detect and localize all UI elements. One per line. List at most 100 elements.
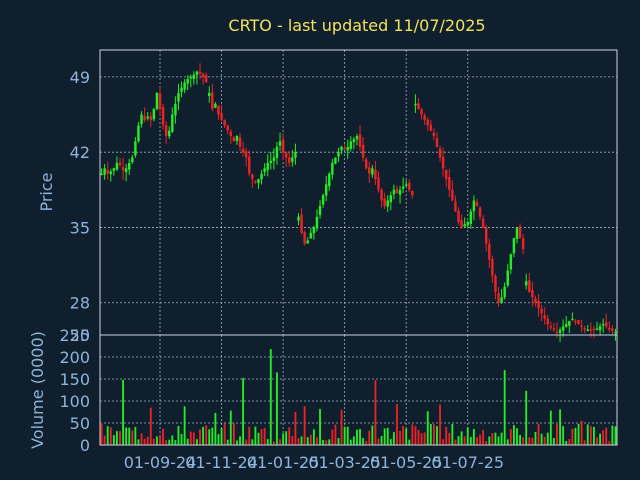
candle-body xyxy=(183,82,186,90)
candle-body xyxy=(309,232,313,239)
candle-body xyxy=(152,109,156,120)
volume-bar xyxy=(543,436,546,445)
candle-body xyxy=(374,169,377,180)
volume-bar xyxy=(457,436,460,445)
candle-body xyxy=(568,321,571,326)
candle-body xyxy=(571,318,574,321)
volume-bar xyxy=(229,410,232,445)
volume-bar xyxy=(565,440,568,445)
candle-body xyxy=(580,325,583,327)
x-tick-label: 01-05-25 xyxy=(370,453,443,472)
volume-bar xyxy=(460,431,463,445)
volume-bar xyxy=(500,432,503,445)
candle-body xyxy=(109,171,113,175)
candle-body xyxy=(318,205,322,215)
candle-body xyxy=(328,173,331,187)
candle-body xyxy=(601,324,605,326)
volume-bar xyxy=(291,436,294,445)
x-tick-labels: 01-09-2401-11-2401-01-2501-03-2501-05-25… xyxy=(124,453,504,472)
candle-body xyxy=(426,119,429,126)
candle-body xyxy=(168,130,171,137)
volume-bar xyxy=(614,426,617,445)
candle-body xyxy=(555,331,559,334)
volume-bar xyxy=(214,412,217,445)
volume-bar xyxy=(417,429,420,445)
volume-bar xyxy=(479,434,481,445)
candle-body xyxy=(558,329,562,333)
candle-body xyxy=(503,286,506,298)
candle-body xyxy=(417,103,420,110)
volume-bar xyxy=(202,426,205,445)
candle-body xyxy=(500,297,503,303)
candle-body xyxy=(494,276,497,292)
candle-body xyxy=(604,322,608,327)
candle-body xyxy=(223,119,226,126)
candle-body xyxy=(448,176,451,190)
candle-body xyxy=(451,189,454,201)
candle-body xyxy=(574,320,577,323)
candle-body xyxy=(552,328,556,330)
volume-bar xyxy=(137,439,140,445)
candle-body xyxy=(100,173,103,176)
candle-body xyxy=(171,114,174,132)
volume-bar xyxy=(272,441,275,445)
volume-bar xyxy=(559,409,561,445)
volume-bar xyxy=(303,406,306,445)
volume-bar xyxy=(180,434,183,445)
candle-body xyxy=(238,137,242,147)
volume-bar xyxy=(476,437,478,445)
volume-bar xyxy=(552,438,555,445)
volume-bar xyxy=(494,432,497,445)
volume-bar xyxy=(525,390,528,445)
volume-bar xyxy=(485,440,488,445)
volume-bar xyxy=(279,439,281,445)
volume-bar xyxy=(171,435,174,445)
candle-body xyxy=(392,189,396,195)
volume-bar xyxy=(257,432,260,445)
candle-body xyxy=(251,174,254,180)
candle-body xyxy=(204,75,208,83)
volume-bar xyxy=(208,429,211,445)
candle-body xyxy=(398,189,402,195)
candle-body xyxy=(444,169,448,180)
volume-bar xyxy=(389,439,392,445)
volume-tick-labels: 0 50 100 150 200 250 xyxy=(59,326,90,455)
volume-bar xyxy=(131,430,134,445)
candle-body xyxy=(481,218,485,228)
candle-body xyxy=(201,73,205,77)
candle-body xyxy=(531,289,534,298)
price-tick-label: 28 xyxy=(70,294,90,313)
candle-body xyxy=(383,198,386,206)
volume-bar xyxy=(568,438,571,445)
volume-bar xyxy=(226,439,229,445)
volume-bar xyxy=(223,423,226,445)
volume-bar xyxy=(346,426,349,445)
volume-bar xyxy=(103,435,106,445)
candle-body xyxy=(211,92,214,110)
volume-bar xyxy=(377,438,380,445)
volume-bar xyxy=(611,425,614,445)
volume-bar xyxy=(192,432,195,445)
volume-bar xyxy=(463,436,466,445)
candle-body xyxy=(260,173,263,180)
volume-bar xyxy=(328,439,331,445)
volume-bar xyxy=(294,412,297,445)
candle-body xyxy=(131,157,134,163)
candle-body xyxy=(577,319,580,325)
candle-body xyxy=(484,227,488,244)
candle-body xyxy=(512,238,516,254)
candle-body xyxy=(438,148,442,158)
candle-body xyxy=(361,144,365,158)
volume-bar xyxy=(472,428,475,445)
candle-body xyxy=(143,116,146,120)
candle-body xyxy=(454,201,457,212)
volume-bar xyxy=(469,437,472,445)
volume-bar xyxy=(549,410,552,445)
candle-body xyxy=(346,146,349,151)
volume-bar xyxy=(156,436,158,445)
chart-title: CRTO - last updated 11/07/2025 xyxy=(228,16,485,35)
volume-bar xyxy=(602,430,605,445)
candle-body xyxy=(463,224,466,227)
candle-body xyxy=(232,137,236,142)
candle-body xyxy=(189,76,193,79)
